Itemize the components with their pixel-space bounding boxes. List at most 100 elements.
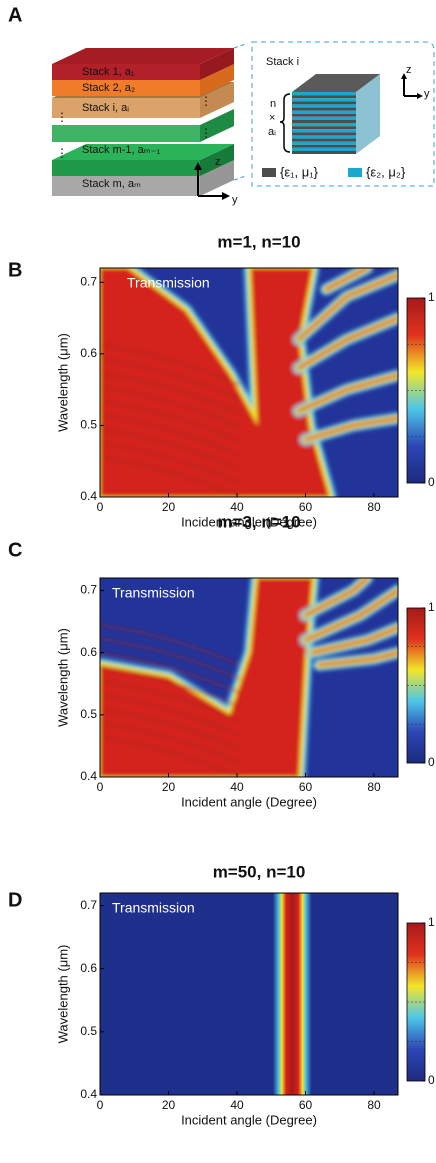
- layer: [292, 129, 356, 133]
- heatmap-fringe: [100, 708, 241, 750]
- heatmap-ridge: [317, 651, 398, 667]
- panel-label: D: [8, 889, 22, 911]
- colorbar-tick-label: 1: [428, 290, 435, 304]
- x-axis-label: Incident angle (Degree): [181, 514, 317, 529]
- heatmap: [100, 268, 398, 497]
- heatmap-fringe: [100, 358, 241, 400]
- x-axis-label: Incident angle (Degree): [181, 794, 317, 809]
- heatmap-fringe: [100, 680, 241, 722]
- y-axis-label: Wavelength (μm): [55, 333, 70, 432]
- layer: [292, 141, 356, 145]
- y-tick-label: 0.6: [80, 961, 97, 975]
- heatmap: [100, 893, 398, 1095]
- x-tick-label: 60: [299, 780, 313, 794]
- heatmap-ridge: [297, 273, 398, 342]
- y-axis-label: Wavelength (μm): [55, 945, 70, 1044]
- heatmap-fringe: [100, 722, 241, 764]
- chart-title: m=1, n=10: [217, 232, 300, 251]
- layer: [292, 132, 356, 136]
- panel-label: B: [8, 259, 22, 281]
- layer: [292, 147, 356, 151]
- inset-n: n: [270, 98, 276, 110]
- colorbar-tick-label: 1: [428, 600, 435, 614]
- colorbar-tick-label: 0: [428, 1073, 435, 1087]
- stack-label: Stack m-1, aₘ₋₁: [82, 144, 160, 156]
- x-tick-label: 20: [162, 1098, 176, 1112]
- heatmap-ridge: [297, 316, 398, 370]
- layer: [292, 151, 356, 154]
- chart-title: m=3, n=10: [217, 512, 300, 531]
- x-tick-label: 80: [367, 1098, 381, 1112]
- heatmap-fringe: [100, 456, 241, 497]
- colorbar-tick-label: 1: [428, 915, 435, 929]
- inset-times: ×: [269, 112, 275, 124]
- stack-label: Stack 2, a₂: [82, 82, 135, 94]
- layer: [292, 120, 356, 123]
- layer: [292, 144, 356, 148]
- heatmap: [100, 578, 398, 777]
- layer: [292, 98, 356, 102]
- heatmap-fringe: [100, 624, 241, 666]
- heatmap-fringe: [100, 652, 241, 694]
- colorbar-tick-label: 0: [428, 755, 435, 769]
- layer: [292, 135, 356, 139]
- heatmap-fringe: [100, 386, 241, 428]
- y-tick-label: 0.4: [80, 769, 97, 783]
- layer: [292, 116, 356, 120]
- x-tick-label: 0: [97, 500, 104, 514]
- layer: [292, 95, 356, 99]
- y-tick-label: 0.6: [80, 346, 97, 360]
- axis-label: y: [424, 88, 430, 100]
- x-axis-label: Incident angle (Degree): [181, 1112, 317, 1127]
- x-tick-label: 40: [230, 500, 244, 514]
- axis-label: z: [215, 156, 221, 168]
- panel-label: C: [8, 539, 22, 561]
- svg-text:⋮: ⋮: [200, 94, 212, 108]
- y-tick-label: 0.7: [80, 583, 97, 597]
- heatmap-fringe: [100, 666, 241, 708]
- plot-frame: [99, 267, 399, 498]
- x-tick-label: 20: [162, 780, 176, 794]
- stack-label: Stack m, aₘ: [82, 178, 141, 190]
- heatmap-fringe: [100, 372, 241, 414]
- x-tick-label: 60: [299, 500, 313, 514]
- layer: [292, 107, 356, 111]
- layer: [292, 92, 356, 96]
- x-tick-label: 0: [97, 780, 104, 794]
- heatmap-fringe: [100, 442, 241, 484]
- annotation: Transmission: [112, 900, 195, 916]
- heatmap-field: [100, 578, 398, 777]
- svg-text:⋮: ⋮: [56, 110, 68, 124]
- layer: [292, 101, 356, 105]
- chart-title: m=50, n=10: [213, 862, 306, 881]
- y-tick-label: 0.5: [80, 707, 97, 721]
- legend-entry: {ε₁, μ₁}: [280, 164, 319, 179]
- svg-text:⋮: ⋮: [56, 146, 68, 160]
- x-tick-label: 0: [97, 1098, 104, 1112]
- y-tick-label: 0.5: [80, 1024, 97, 1038]
- heatmap-fringe: [100, 428, 241, 470]
- heatmap-fringe: [100, 638, 241, 680]
- legend-entry: {ε₂, μ₂}: [366, 164, 406, 179]
- heatmap-bg: [100, 893, 398, 1095]
- layer: [292, 104, 356, 108]
- heatmap-fringe: [100, 400, 241, 442]
- heatmap-ridge: [304, 416, 398, 442]
- inset-a: aᵢ: [268, 126, 276, 138]
- layer: [292, 123, 356, 127]
- heatmap-ridge: [324, 268, 369, 291]
- heatmap-region: [100, 578, 313, 777]
- layer: [292, 138, 356, 142]
- x-tick-label: 80: [367, 780, 381, 794]
- inset-title: Stack i: [266, 56, 299, 68]
- x-tick-label: 20: [162, 500, 176, 514]
- heatmap-ridge: [304, 578, 369, 617]
- plot-frame: [99, 577, 399, 778]
- stack-diagram: ⋮ ⋮ ⋮ ⋮: [52, 41, 435, 200]
- stack-label: Stack i, aᵢ: [82, 102, 129, 114]
- stack-label: Stack 1, a₁: [82, 66, 135, 78]
- heatmap-fringe: [100, 414, 241, 456]
- annotation: Transmission: [127, 275, 210, 291]
- axis-label: y: [232, 194, 238, 206]
- x-tick-label: 40: [230, 780, 244, 794]
